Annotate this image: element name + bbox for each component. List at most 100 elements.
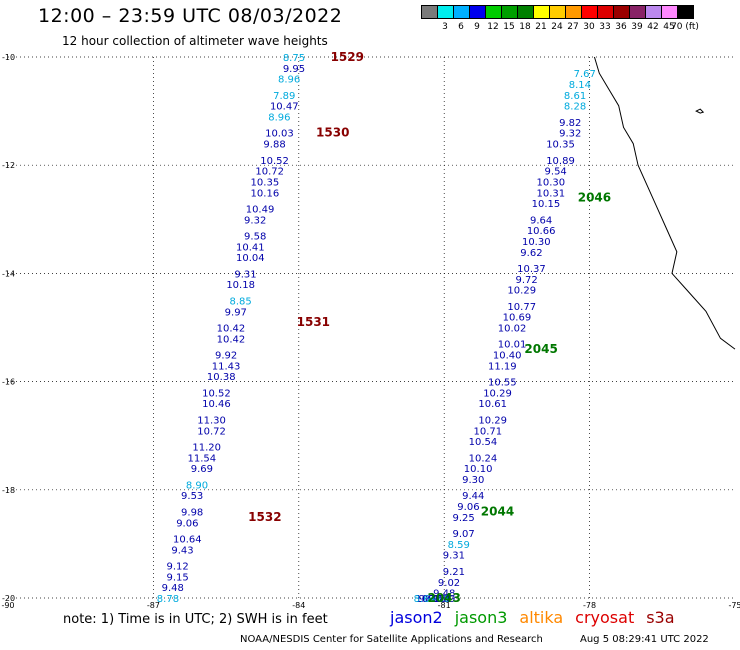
wave-height-value: 9.54 xyxy=(545,167,567,178)
legend-label: 12 xyxy=(487,22,499,32)
footer-note: note: 1) Time is in UTC; 2) SWH is in fe… xyxy=(63,612,328,627)
wave-height-value: 7.89 xyxy=(273,91,295,102)
wave-height-value: 10.35 xyxy=(251,177,280,188)
wave-height-value: 10.89 xyxy=(546,156,575,167)
page-title: 12:00 – 23:59 UTC 08/03/2022 xyxy=(38,5,343,27)
wave-height-value: 10.18 xyxy=(226,280,255,291)
wave-height-value: 10.52 xyxy=(202,388,231,399)
generated-timestamp: Aug 5 08:29:41 UTC 2022 xyxy=(580,634,709,645)
y-tick-label: -14 xyxy=(2,269,15,278)
wave-height-value: 10.40 xyxy=(493,351,522,362)
wave-height-value: 8.28 xyxy=(564,102,586,113)
wave-height-value: 8.64 xyxy=(414,594,436,605)
wave-height-value: 9.43 xyxy=(171,545,193,556)
wave-height-value: 10.54 xyxy=(469,437,498,448)
wave-height-value: 11.19 xyxy=(488,361,517,372)
wave-height-value: 9.31 xyxy=(234,269,256,280)
wave-height-value: 10.46 xyxy=(202,399,231,410)
wave-height-value: 8.96 xyxy=(268,113,290,124)
track-time-label: 1532 xyxy=(248,510,281,524)
wave-height-value: 10.30 xyxy=(537,177,566,188)
wave-height-value: 10.71 xyxy=(473,426,502,437)
legend-label: 18 xyxy=(519,22,531,32)
wave-height-value: 10.38 xyxy=(207,372,236,383)
track-time-label: 2043 xyxy=(427,591,460,605)
wave-height-value: 10.47 xyxy=(270,102,299,113)
wave-height-value: 10.15 xyxy=(532,199,561,210)
color-scale-labels: 3 6 9 12 15 18 21 24 27 30 33 36 39 42 45 70 (ft) xyxy=(421,22,740,36)
wave-height-value: 9.69 xyxy=(191,464,213,475)
legend-label: 27 xyxy=(567,22,579,32)
x-tick-label: -90 xyxy=(1,601,14,610)
track-time-label: 1531 xyxy=(297,315,330,329)
x-tick-label: -84 xyxy=(292,601,305,610)
track-time-label: 2044 xyxy=(481,504,514,518)
wave-height-value: 8.78 xyxy=(157,594,179,605)
wave-height-value: 9.18 xyxy=(423,594,445,605)
wave-height-value: 8.61 xyxy=(564,91,586,102)
wave-height-value: 10.29 xyxy=(483,388,512,399)
wave-height-value: 9.88 xyxy=(263,140,285,151)
wave-height-value: 8.14 xyxy=(569,80,591,91)
track-time-label: 1530 xyxy=(316,126,349,140)
wave-height-value: 9.32 xyxy=(244,215,266,226)
legend-label: 15 xyxy=(503,22,515,32)
wave-height-value: 10.42 xyxy=(217,334,246,345)
wave-height-value: 9.48 xyxy=(433,589,455,600)
wave-height-value: 9.32 xyxy=(559,129,581,140)
wave-height-value: 10.37 xyxy=(517,264,546,275)
wave-height-value: 10.55 xyxy=(488,378,517,389)
wave-height-value: 10.31 xyxy=(537,188,566,199)
legend-label: 21 xyxy=(535,22,547,32)
wave-height-value: 10.41 xyxy=(236,242,265,253)
sat-jason2-label: jason2 xyxy=(390,608,443,627)
legend-label: 39 xyxy=(631,22,643,32)
wave-height-value: 8.88 xyxy=(428,594,450,605)
legend-label: 70 (ft) xyxy=(671,22,699,32)
wave-height-value: 11.54 xyxy=(188,453,217,464)
y-tick-label: -16 xyxy=(2,378,15,387)
wave-height-value: 10.17 xyxy=(415,594,444,605)
legend-label: 24 xyxy=(551,22,563,32)
wave-height-value: 10.49 xyxy=(246,204,275,215)
track-time-label: 1529 xyxy=(331,50,364,64)
wave-height-value: 9.02 xyxy=(438,578,460,589)
wave-height-value: 9.30 xyxy=(462,475,484,486)
wave-height-value: 8.85 xyxy=(230,296,252,307)
satellite-key: jason2 jason3 altika cryosat s3a xyxy=(390,608,675,627)
legend-label: 42 xyxy=(647,22,659,32)
wave-height-value: 8.90 xyxy=(186,480,208,491)
wave-height-value: 10.16 xyxy=(251,188,280,199)
legend-label: 30 xyxy=(583,22,595,32)
sat-jason3-label: jason3 xyxy=(454,608,508,627)
wave-height-value: 9.53 xyxy=(181,491,203,502)
x-tick-label: -87 xyxy=(147,601,160,610)
wave-height-value: 9.21 xyxy=(443,567,465,578)
wave-height-value: 9.48 xyxy=(162,583,184,594)
wave-height-value: 11.30 xyxy=(197,415,226,426)
color-scale-legend xyxy=(421,5,694,19)
legend-label: 45 xyxy=(663,22,675,32)
page-subtitle: 12 hour collection of altimeter wave hei… xyxy=(62,34,328,48)
wave-height-value: 10.30 xyxy=(522,237,551,248)
wave-height-value: 10.29 xyxy=(507,286,536,297)
wave-height-value: 9.92 xyxy=(215,351,237,362)
wave-height-value: 10.77 xyxy=(507,302,536,313)
wave-height-value: 9.07 xyxy=(452,529,474,540)
track-time-label: 2046 xyxy=(578,191,611,205)
wave-height-value: 10.24 xyxy=(469,453,498,464)
x-tick-label: -78 xyxy=(583,601,596,610)
legend-label: 33 xyxy=(599,22,611,32)
wave-height-value: 9.22 xyxy=(419,594,441,605)
wave-height-value: 10.35 xyxy=(546,140,575,151)
wave-height-value: 10.64 xyxy=(173,534,202,545)
legend-label: 9 xyxy=(474,22,480,32)
wave-height-value: 9.06 xyxy=(176,518,198,529)
wave-height-value: 9.62 xyxy=(520,248,542,259)
wave-height-value: 10.01 xyxy=(498,340,527,351)
wave-height-value: 9.44 xyxy=(462,491,484,502)
track-time-label: 2045 xyxy=(524,342,557,356)
island-outline xyxy=(695,108,705,114)
wave-height-value: 10.42 xyxy=(217,324,246,335)
